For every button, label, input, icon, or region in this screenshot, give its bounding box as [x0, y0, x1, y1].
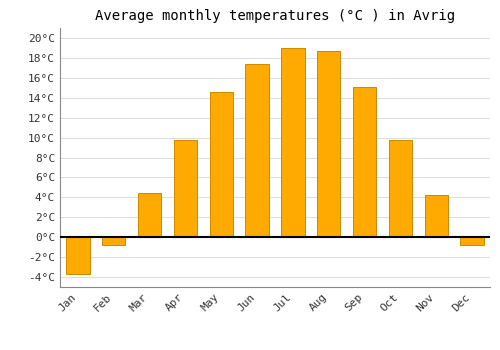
Bar — [424, 195, 448, 237]
Bar — [246, 64, 268, 237]
Bar — [317, 51, 340, 237]
Bar — [210, 92, 233, 237]
Bar — [353, 87, 376, 237]
Bar — [389, 140, 412, 237]
Bar — [102, 237, 126, 245]
Bar — [138, 193, 161, 237]
Bar — [282, 48, 304, 237]
Bar — [66, 237, 90, 274]
Bar — [460, 237, 483, 245]
Bar — [174, 140, 197, 237]
Title: Average monthly temperatures (°C ) in Avrig: Average monthly temperatures (°C ) in Av… — [95, 9, 455, 23]
